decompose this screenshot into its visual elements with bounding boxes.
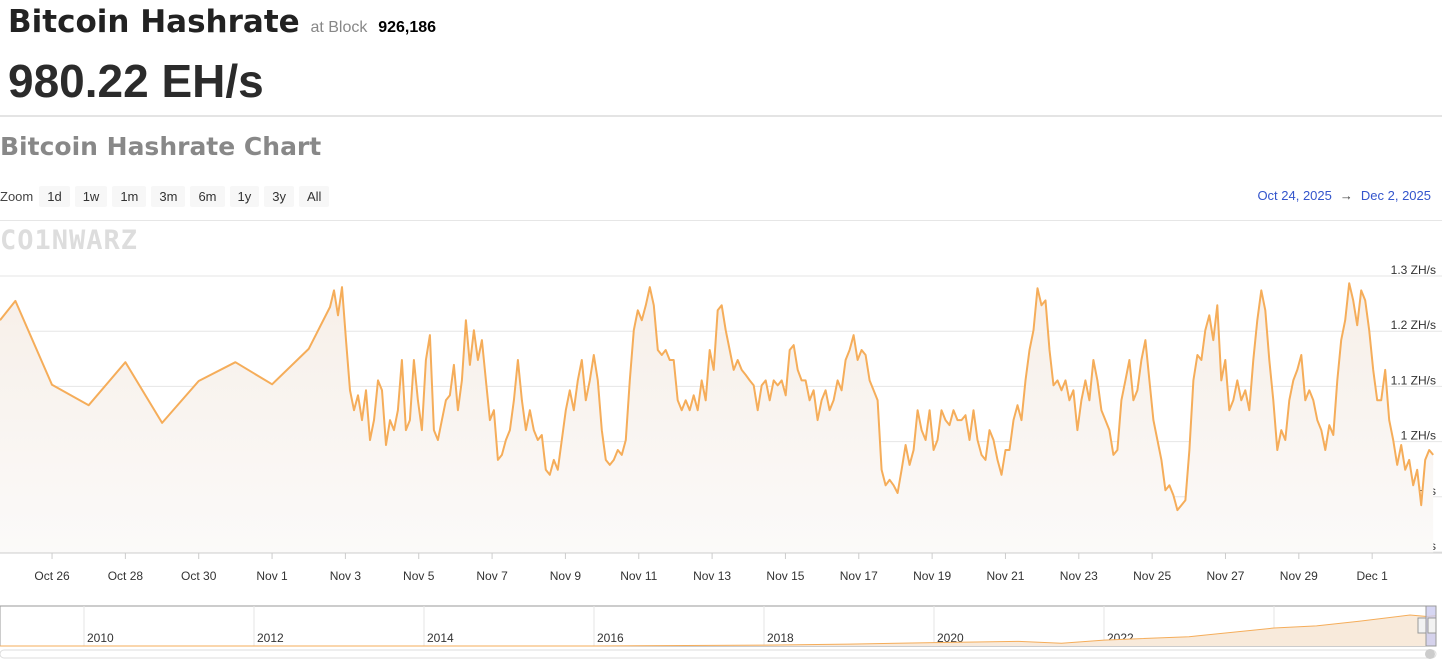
y-tick-label: 1 ZH/s bbox=[1401, 429, 1436, 443]
zoom-all-button[interactable]: All bbox=[298, 186, 330, 207]
date-range: Oct 24, 2025 → Dec 2, 2025 bbox=[1257, 188, 1431, 203]
x-tick-label: Oct 26 bbox=[34, 569, 70, 583]
range-to-input[interactable]: Dec 2, 2025 bbox=[1360, 188, 1431, 203]
navigator-scrollbar[interactable] bbox=[0, 649, 1437, 659]
x-tick-label: Dec 1 bbox=[1356, 569, 1388, 583]
x-tick-label: Nov 29 bbox=[1280, 569, 1318, 583]
navigator-year-label: 2014 bbox=[427, 631, 454, 645]
x-tick-label: Nov 3 bbox=[330, 569, 362, 583]
zoom-3m-button[interactable]: 3m bbox=[151, 186, 186, 207]
series-line[interactable] bbox=[0, 282, 1434, 512]
at-block-label: at Block bbox=[310, 19, 368, 36]
y-tick-label: 1.1 ZH/s bbox=[1391, 373, 1436, 387]
navigator-year-label: 2012 bbox=[257, 631, 284, 645]
x-tick-label: Nov 17 bbox=[840, 569, 878, 583]
x-tick-label: Nov 13 bbox=[693, 569, 731, 583]
navigator-handle[interactable] bbox=[1417, 617, 1427, 634]
zoom-1d-button[interactable]: 1d bbox=[39, 186, 70, 207]
navigator-handle[interactable] bbox=[1427, 617, 1437, 634]
x-tick-label: Nov 19 bbox=[913, 569, 951, 583]
navigator-year-label: 2010 bbox=[87, 631, 114, 645]
range-arrow: → bbox=[1339, 188, 1353, 203]
x-tick-label: Nov 7 bbox=[476, 569, 508, 583]
x-tick-label: Oct 28 bbox=[108, 569, 144, 583]
x-tick-label: Nov 25 bbox=[1133, 569, 1171, 583]
x-tick-label: Nov 5 bbox=[403, 569, 435, 583]
x-tick-label: Nov 21 bbox=[986, 569, 1024, 583]
divider bbox=[0, 115, 1442, 117]
y-tick-label: 1.2 ZH/s bbox=[1391, 318, 1436, 332]
zoom-1w-button[interactable]: 1w bbox=[74, 186, 108, 207]
navigator-area bbox=[0, 615, 1436, 646]
navigator-year-label: 2016 bbox=[597, 631, 624, 645]
x-tick-label: Nov 1 bbox=[256, 569, 288, 583]
range-from-input[interactable]: Oct 24, 2025 bbox=[1257, 188, 1332, 203]
zoom-1y-button[interactable]: 1y bbox=[229, 186, 260, 207]
title-text: Bitcoin Hashrate bbox=[8, 4, 300, 40]
x-tick-label: Nov 9 bbox=[550, 569, 582, 583]
x-tick-label: Nov 11 bbox=[620, 569, 657, 583]
chart-title: Bitcoin Hashrate Chart bbox=[0, 132, 322, 161]
zoom-6m-button[interactable]: 6m bbox=[190, 186, 225, 207]
navigator-line bbox=[0, 614, 1436, 647]
block-number: 926,186 bbox=[378, 19, 437, 36]
navigator-year-label: 2018 bbox=[767, 631, 794, 645]
series-area bbox=[0, 283, 1434, 553]
x-tick-label: Nov 27 bbox=[1206, 569, 1244, 583]
current-hashrate: 980.22 EH/s bbox=[8, 55, 264, 107]
x-tick-label: Oct 30 bbox=[181, 569, 217, 583]
zoom-label: Zoom bbox=[0, 189, 34, 204]
scrollbar-thumb[interactable] bbox=[1425, 649, 1435, 659]
zoom-1m-button[interactable]: 1m bbox=[112, 186, 147, 207]
x-tick-label: Nov 23 bbox=[1060, 569, 1098, 583]
divider bbox=[0, 220, 1442, 221]
x-tick-label: Nov 15 bbox=[766, 569, 804, 583]
zoom-controls: Zoom 1d 1w 1m 3m 6m 1y 3y All bbox=[0, 186, 334, 207]
zoom-3y-button[interactable]: 3y bbox=[264, 186, 294, 207]
navigator-year-label: 2020 bbox=[937, 631, 964, 645]
page-title: Bitcoin Hashrate at Block 926,186 bbox=[8, 4, 436, 40]
coinwarz-logo: CO1NWARZ bbox=[0, 225, 139, 256]
y-tick-label: 1.3 ZH/s bbox=[1391, 263, 1436, 277]
